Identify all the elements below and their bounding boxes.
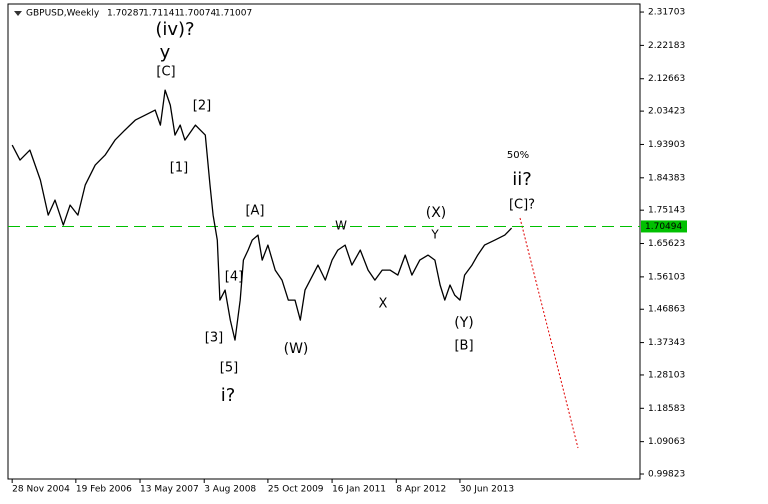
- y-tick-label: 1.46863: [648, 305, 685, 315]
- ohlc-close: 1.71007: [215, 9, 252, 19]
- x-tick-label: 30 Jun 2013: [460, 485, 514, 495]
- ohlc-open: 1.70287: [107, 9, 144, 19]
- x-tick-label: 3 Aug 2008: [204, 485, 256, 495]
- y-tick-label: 1.18583: [648, 404, 685, 414]
- price-label: 1.70494: [645, 222, 682, 232]
- x-tick-label: 19 Feb 2006: [76, 485, 132, 495]
- y-tick-label: 1.28103: [648, 370, 685, 380]
- wave-label: W: [335, 219, 347, 233]
- wave-label: (W): [284, 341, 309, 357]
- x-tick-label: 28 Nov 2004: [12, 485, 70, 495]
- wave-label: [A]: [245, 204, 264, 219]
- plot-frame: [7, 3, 641, 480]
- wave-label: (Y): [454, 315, 473, 331]
- wave-label: 50%: [507, 150, 529, 161]
- wave-label: Y: [430, 228, 439, 242]
- wave-label: [C]: [156, 65, 175, 80]
- price-box: [641, 220, 687, 233]
- wave-label: (iv)?: [155, 19, 194, 40]
- x-tick-label: 13 May 2007: [140, 485, 199, 495]
- wave-label: X: [379, 297, 388, 312]
- y-tick-label: 1.37343: [648, 338, 685, 348]
- wave-label: y: [160, 42, 171, 63]
- y-tick-label: 1.09063: [648, 437, 685, 447]
- wave-label: (X): [426, 205, 447, 221]
- wave-label: [5]: [220, 361, 238, 376]
- y-tick-label: 2.31703: [648, 8, 685, 18]
- x-tick-label: 25 Oct 2009: [268, 485, 324, 495]
- wave-label: [B]: [454, 339, 473, 354]
- chart-title: GBPUSD,Weekly: [26, 9, 100, 19]
- y-tick-label: 0.99823: [648, 470, 685, 480]
- y-tick-label: 1.84383: [648, 173, 685, 183]
- y-tick-label: 2.03423: [648, 107, 685, 117]
- ohlc-low: 1.70074: [179, 9, 216, 19]
- x-tick-label: 8 Apr 2012: [396, 485, 446, 495]
- y-tick-label: 1.65623: [648, 239, 685, 249]
- wave-label: [3]: [205, 331, 223, 346]
- menu-icon[interactable]: [14, 11, 22, 16]
- wave-label: [1]: [170, 161, 188, 176]
- price-line-series: [11, 89, 513, 341]
- y-tick-label: 1.93903: [648, 140, 685, 150]
- y-tick-label: 2.22183: [648, 41, 685, 51]
- forecast-line: [519, 217, 579, 449]
- x-tick-label: 16 Jan 2011: [332, 485, 386, 495]
- wave-label: ii?: [512, 169, 532, 190]
- y-tick-label: 1.75143: [648, 206, 685, 216]
- wave-label: [2]: [193, 99, 211, 114]
- wave-label: [C]?: [509, 198, 535, 213]
- ohlc-high: 1.71141: [143, 9, 180, 19]
- y-tick-label: 2.12663: [648, 74, 685, 84]
- y-tick-label: 1.56103: [648, 272, 685, 282]
- wave-label: i?: [221, 385, 236, 406]
- wave-label: [4]: [225, 270, 243, 285]
